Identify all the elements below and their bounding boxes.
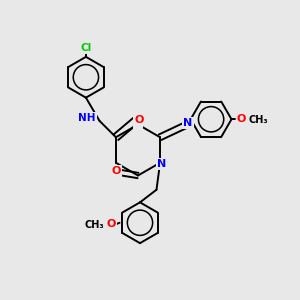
Text: Cl: Cl	[80, 43, 92, 53]
Text: O: O	[237, 114, 246, 124]
Text: N: N	[183, 118, 193, 128]
Text: S: S	[134, 118, 142, 128]
Text: O: O	[112, 166, 121, 176]
Text: O: O	[107, 219, 116, 229]
Text: CH₃: CH₃	[85, 220, 105, 230]
Text: CH₃: CH₃	[249, 115, 268, 125]
Text: NH: NH	[78, 113, 96, 123]
Text: O: O	[134, 115, 144, 124]
Text: N: N	[157, 159, 166, 169]
